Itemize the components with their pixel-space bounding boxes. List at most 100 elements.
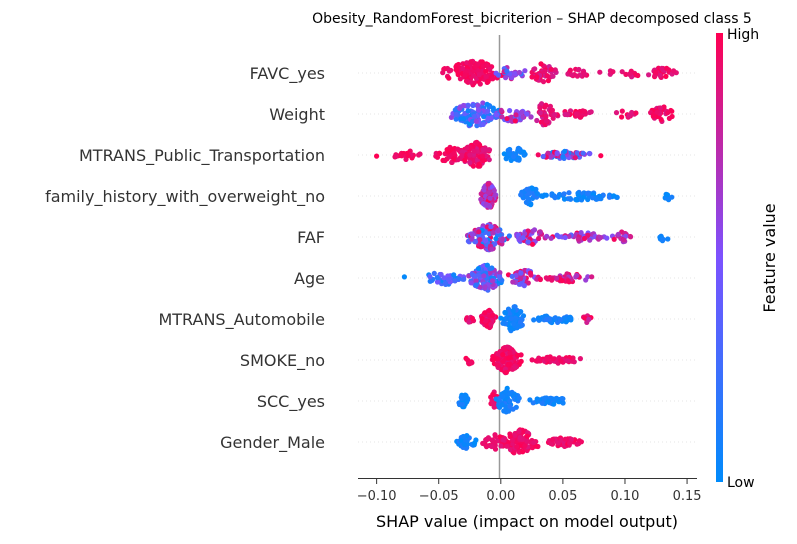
- shap-point: [580, 150, 586, 156]
- shap-point: [593, 196, 600, 202]
- shap-point: [627, 71, 633, 77]
- shap-point: [552, 315, 559, 321]
- shap-point: [487, 195, 493, 201]
- shap-point: [480, 146, 486, 153]
- shap-point: [666, 67, 672, 73]
- shap-point: [510, 307, 516, 314]
- shap-point: [478, 191, 484, 197]
- shap-point: [623, 71, 629, 77]
- shap-point: [445, 276, 452, 283]
- shap-point: [545, 78, 552, 84]
- shap-point: [482, 284, 488, 290]
- shap-point: [550, 356, 557, 362]
- shap-point: [540, 79, 547, 85]
- shap-point: [500, 359, 506, 365]
- shap-point: [512, 432, 518, 438]
- shap-point: [496, 363, 502, 369]
- shap-point: [654, 109, 660, 115]
- shap-point: [559, 396, 565, 402]
- shap-point: [537, 105, 543, 111]
- shap-point: [483, 201, 489, 207]
- shap-point: [497, 270, 503, 276]
- shap-point: [522, 231, 528, 237]
- shap-point: [468, 79, 474, 85]
- shap-point: [472, 440, 478, 446]
- shap-point: [483, 318, 489, 324]
- shap-point: [460, 102, 467, 109]
- shap-point: [503, 369, 509, 375]
- x-axis-label: SHAP value (impact on model output): [376, 512, 678, 531]
- shap-point: [633, 110, 639, 116]
- shap-point: [567, 67, 574, 73]
- shap-point: [469, 315, 475, 321]
- shap-point: [535, 152, 541, 158]
- shap-point: [555, 440, 561, 446]
- feature-label: SCC_yes: [257, 392, 325, 412]
- shap-point: [561, 196, 568, 202]
- shap-point: [524, 433, 530, 439]
- shap-point: [490, 401, 496, 407]
- shap-point: [552, 194, 558, 200]
- shap-point: [507, 108, 513, 114]
- shap-point: [528, 202, 534, 208]
- shap-point: [500, 437, 506, 443]
- shap-point: [484, 101, 490, 107]
- shap-point: [481, 114, 487, 120]
- shap-point: [480, 100, 486, 106]
- data-points: [374, 58, 679, 456]
- shap-point: [520, 449, 526, 455]
- shap-point: [497, 274, 503, 280]
- shap-point: [479, 316, 485, 322]
- chart-title: Obesity_RandomForest_bicriterion – SHAP …: [312, 11, 752, 27]
- shap-point: [529, 241, 536, 247]
- shap-point: [531, 440, 537, 446]
- shap-point: [581, 235, 588, 242]
- shap-point: [536, 358, 542, 364]
- shap-point: [619, 69, 625, 75]
- shap-point: [483, 444, 490, 450]
- shap-point: [613, 110, 620, 116]
- shap-point: [485, 181, 491, 187]
- shap-point: [628, 234, 634, 240]
- shap-point: [485, 435, 491, 441]
- shap-point: [471, 113, 478, 119]
- shap-point: [436, 150, 442, 156]
- shap-point: [554, 275, 560, 281]
- shap-point: [480, 440, 486, 446]
- shap-point: [531, 227, 538, 233]
- shap-point: [547, 154, 554, 160]
- feature-label: FAVC_yes: [250, 64, 325, 84]
- shap-point: [476, 72, 482, 78]
- shap-point: [519, 109, 525, 115]
- feature-label: Gender_Male: [220, 433, 325, 453]
- shap-point: [598, 234, 604, 241]
- shap-point: [477, 237, 483, 243]
- shap-point: [490, 105, 496, 111]
- shap-point: [474, 139, 480, 145]
- shap-point: [500, 352, 506, 358]
- shap-point: [451, 150, 457, 156]
- feature-labels: FAVC_yes Weight MTRANS_Public_Transportati…: [45, 64, 325, 453]
- shap-point: [499, 402, 505, 408]
- shap-point: [453, 111, 459, 118]
- shap-point: [507, 398, 513, 404]
- shap-point: [491, 188, 497, 194]
- shap-point: [492, 241, 498, 247]
- shap-point: [509, 273, 515, 279]
- shap-point: [539, 400, 545, 406]
- shap-point: [498, 107, 504, 113]
- shap-point: [550, 396, 557, 402]
- shap-point: [535, 315, 542, 321]
- shap-point: [512, 365, 518, 371]
- shap-point: [562, 148, 568, 154]
- shap-point: [587, 237, 593, 243]
- shap-point: [522, 443, 528, 449]
- feature-label: SMOKE_no: [240, 351, 325, 371]
- row-gridlines: [358, 72, 697, 443]
- shap-point: [502, 389, 509, 395]
- shap-point: [544, 356, 550, 363]
- shap-point: [537, 110, 544, 116]
- shap-point: [475, 266, 482, 272]
- shap-point: [500, 393, 506, 400]
